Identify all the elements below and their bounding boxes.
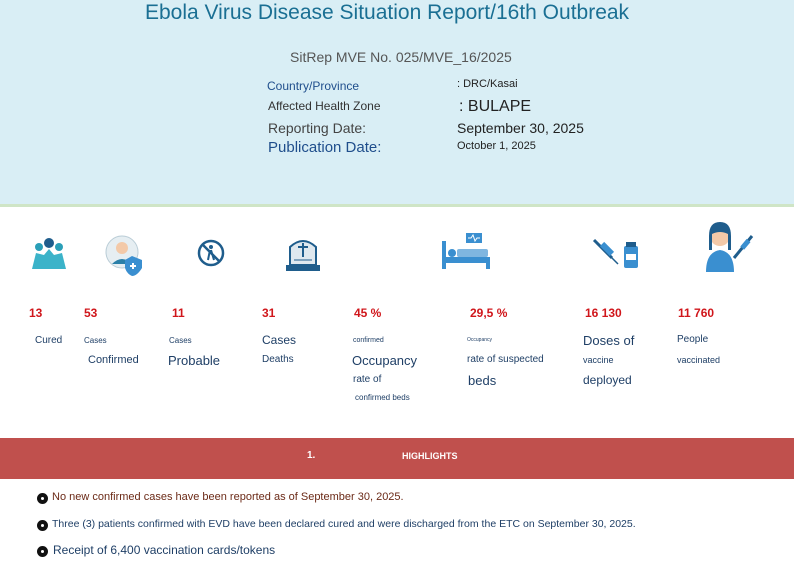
stat-label: Doses of <box>583 333 635 348</box>
icon-vaccine <box>592 238 638 268</box>
stat-label: beds <box>468 373 497 388</box>
stat-label: Cases <box>262 333 297 347</box>
stat-label: confirmed <box>353 337 384 344</box>
field-label: Reporting Date: <box>268 120 367 136</box>
field-value: September 30, 2025 <box>457 120 584 136</box>
highlight-item: Receipt of 6,400 vaccination cards/token… <box>53 543 276 557</box>
section-title: HIGHLIGHTS <box>402 451 458 461</box>
stat-label: Deaths <box>262 354 294 365</box>
icon-confirmed <box>105 235 142 276</box>
stat-label: Occupancy <box>467 337 493 343</box>
stat-label: confirmed beds <box>355 393 410 402</box>
icon-people <box>706 222 754 272</box>
sitrep: SitRep MVE No. 025/MVE_16/2025 <box>290 49 512 65</box>
field-value: : BULAPE <box>459 98 532 115</box>
stat-label: Cured <box>35 335 63 346</box>
icon-probable <box>197 239 225 267</box>
stat-label: Probable <box>168 353 221 368</box>
title: Ebola Virus Disease Situation Report/16t… <box>145 1 630 24</box>
stat-value: 53 <box>84 306 98 320</box>
stat-value: 11 760 <box>678 306 715 320</box>
icon-deaths <box>286 240 320 271</box>
stat-label: Cases <box>84 336 107 345</box>
field-label: Affected Health Zone <box>268 99 381 113</box>
stat-label: People <box>677 334 709 345</box>
field-label: Country/Province <box>267 79 360 93</box>
highlight-item: Three (3) patients confirmed with EVD ha… <box>52 518 636 530</box>
highlights-band <box>0 438 794 479</box>
stat-value: 11 <box>172 306 185 320</box>
stat-label: vaccine <box>583 355 614 365</box>
stat-value: 45 % <box>354 306 382 320</box>
section-number: 1. <box>307 450 316 461</box>
stat-value: 31 <box>262 306 276 320</box>
stat-label: deployed <box>583 373 632 387</box>
stat-label: vaccinated <box>677 355 721 365</box>
stat-value: 29,5 % <box>470 306 508 320</box>
bullet <box>37 520 48 531</box>
stat-value: 16 130 <box>585 306 622 320</box>
field-value: : DRC/Kasai <box>457 78 518 90</box>
stat-label: Confirmed <box>88 354 139 366</box>
field-value: October 1, 2025 <box>457 140 536 152</box>
icon-cured <box>32 238 66 269</box>
icon-bed <box>442 233 490 269</box>
stat-label: Cases <box>169 336 192 345</box>
highlight-item: No new confirmed cases have been reporte… <box>52 491 404 503</box>
stat-label: rate of <box>353 374 382 385</box>
stat-value: 13 <box>29 306 43 320</box>
stat-label: Occupancy <box>352 353 418 368</box>
bullet <box>37 546 48 557</box>
stat-label: rate of suspected <box>467 354 544 365</box>
header <box>0 0 794 207</box>
bullet <box>37 493 48 504</box>
field-label: Publication Date: <box>268 139 382 156</box>
